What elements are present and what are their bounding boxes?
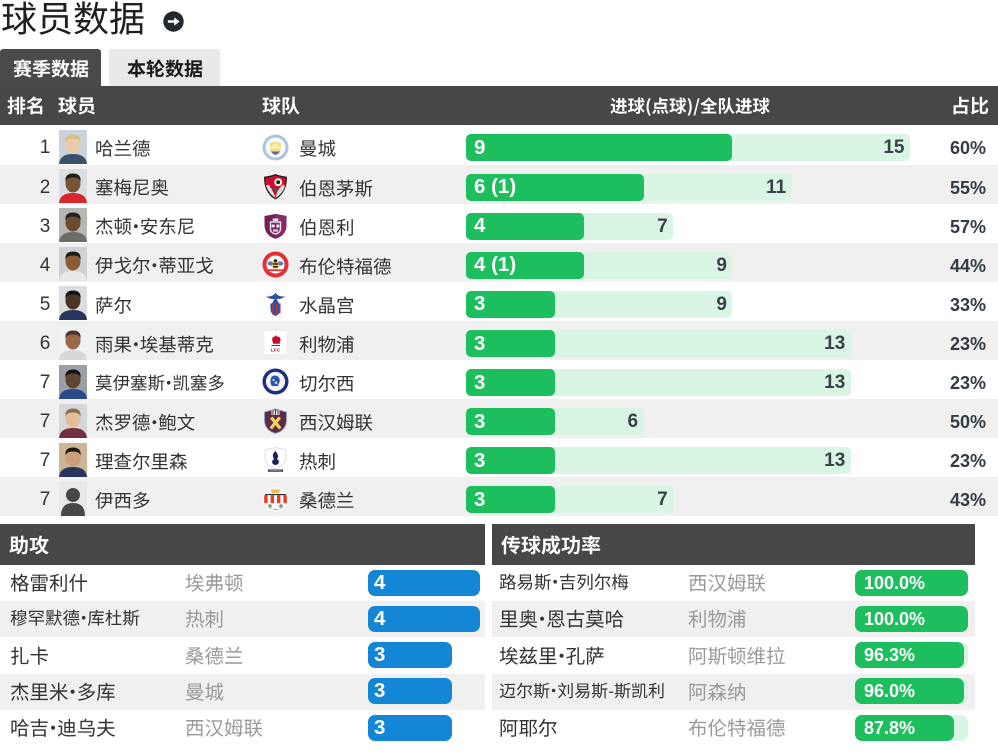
svg-text:LFC: LFC [271,348,281,354]
